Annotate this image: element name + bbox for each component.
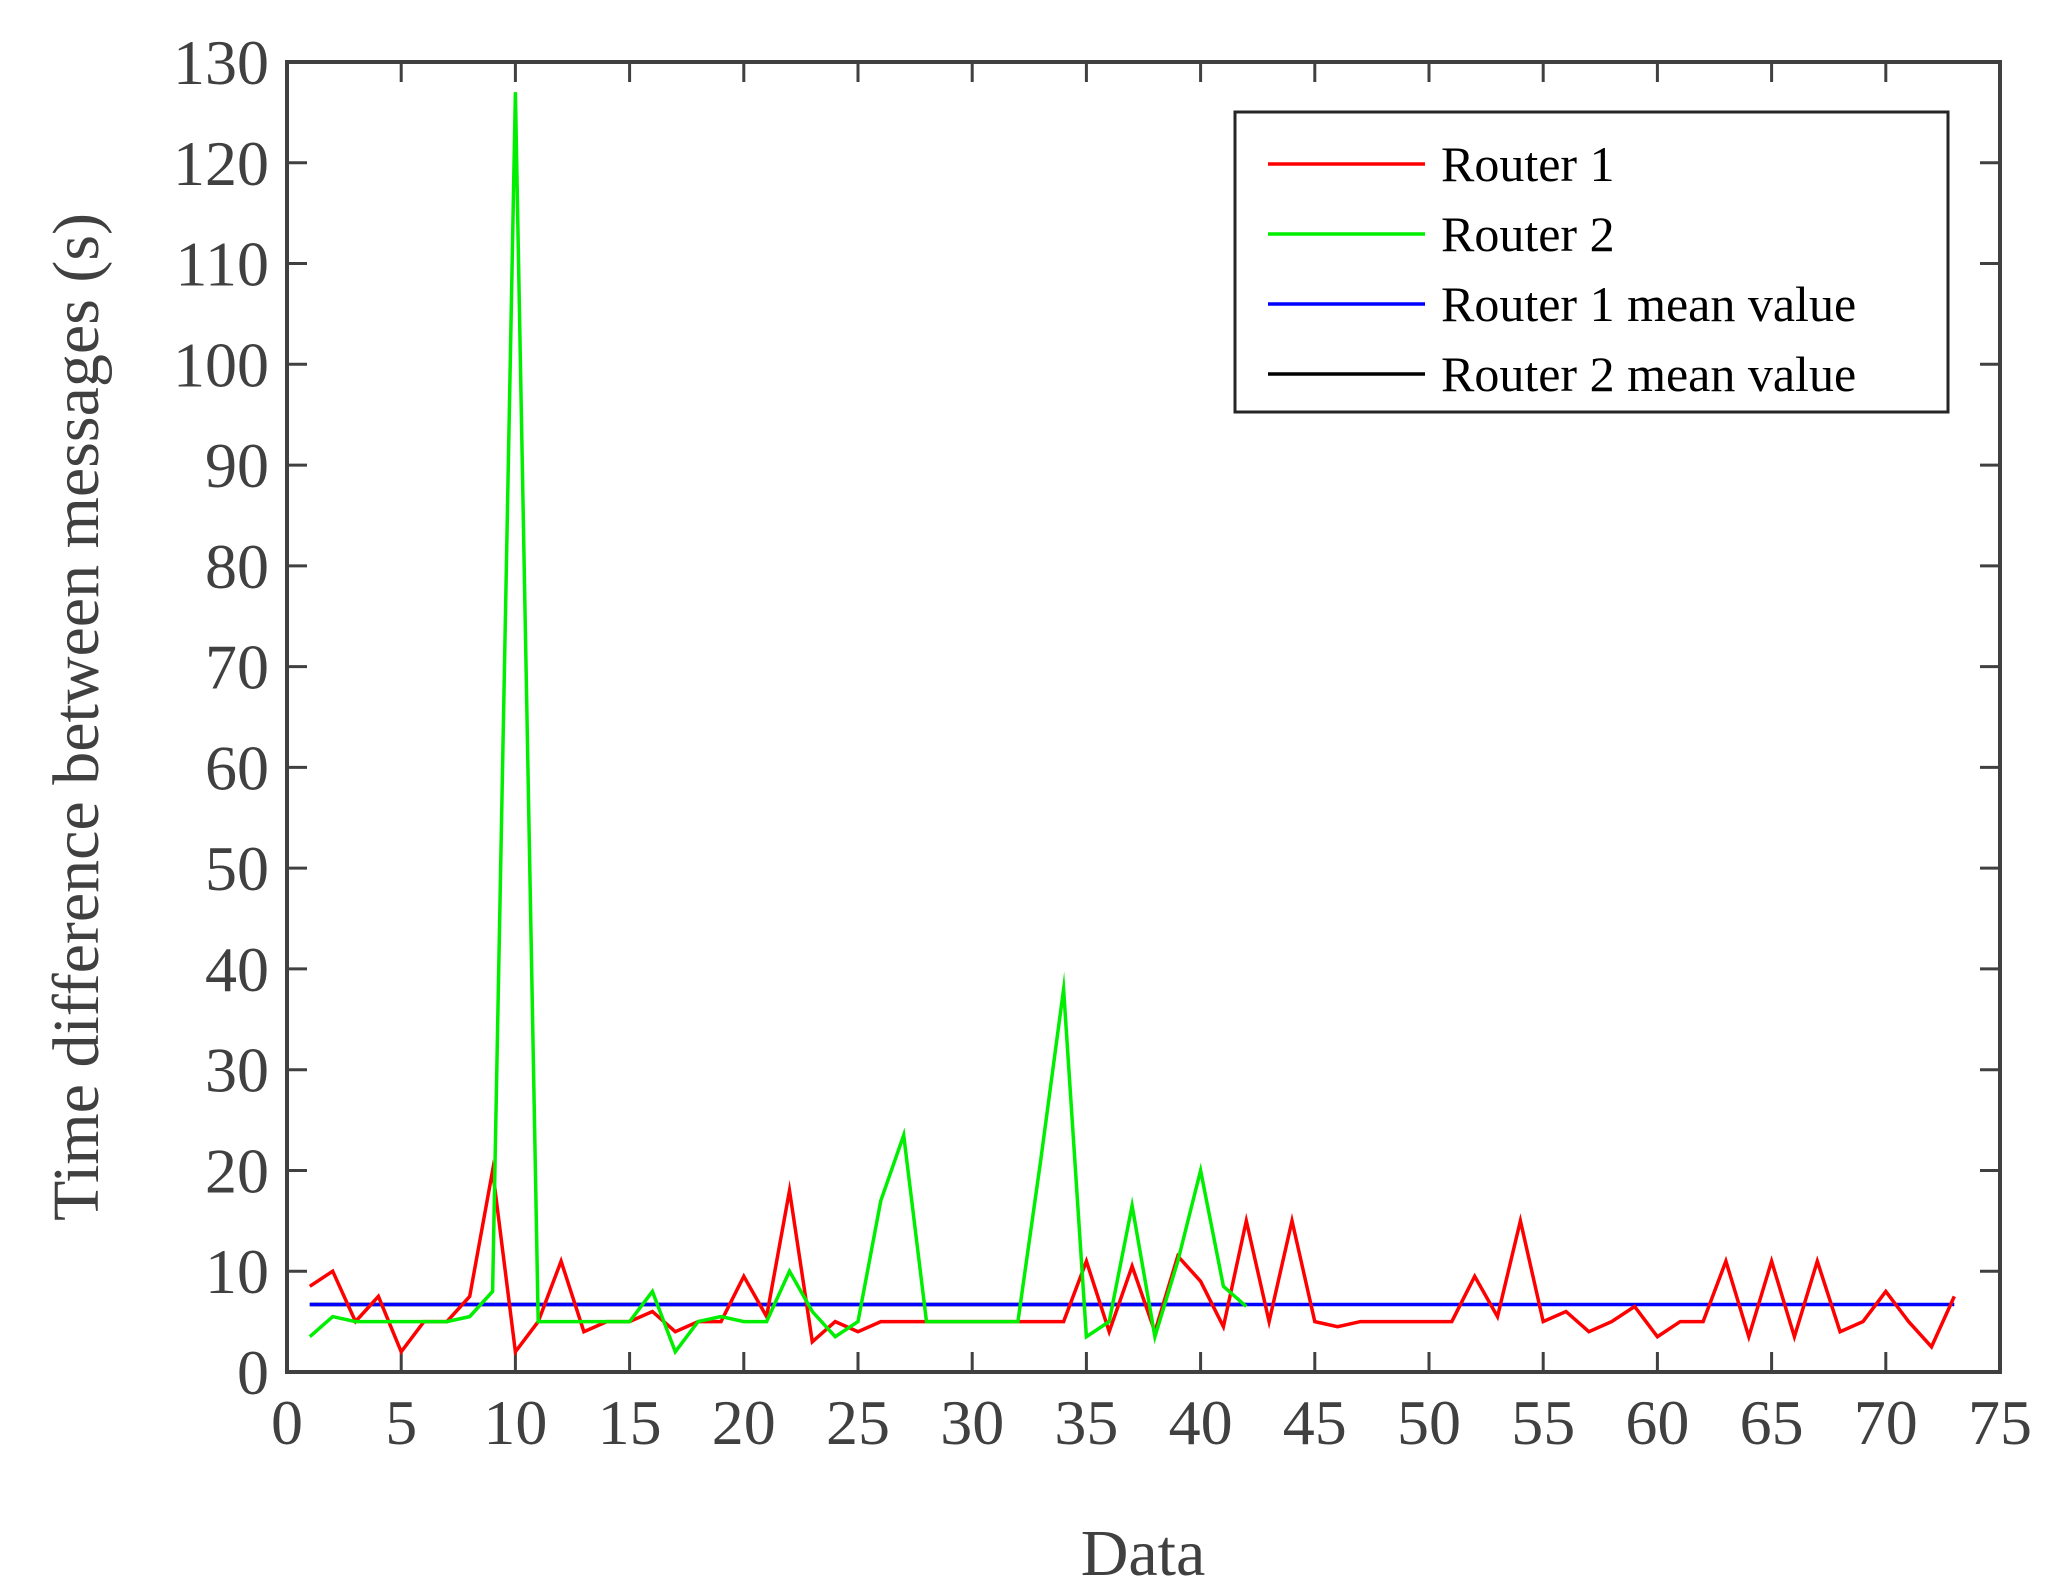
legend-box [1233, 110, 1950, 414]
y-tick-label: 120 [173, 128, 269, 199]
y-tick-label: 30 [205, 1035, 269, 1106]
x-tick-label: 55 [1511, 1387, 1575, 1458]
x-tick-label: 40 [1169, 1387, 1233, 1458]
y-tick-label: 40 [205, 934, 269, 1005]
y-tick-label: 100 [173, 329, 269, 400]
y-tick-label: 70 [205, 632, 269, 703]
series-layer [308, 92, 1956, 1357]
x-tick-label: 60 [1625, 1387, 1689, 1458]
y-tick-label: 10 [205, 1236, 269, 1307]
y-tick-label: 90 [205, 430, 269, 501]
series-line-1 [308, 1158, 1956, 1357]
x-tick-label: 75 [1968, 1387, 2032, 1458]
x-tick-label: 10 [483, 1387, 547, 1458]
x-tick-label: 30 [940, 1387, 1004, 1458]
y-tick-label: 110 [175, 229, 269, 300]
tick-labels: 0 5 10 15 20 25 30 35 40 45 50 55 60 65 70 75 0 10 20 30 40 5… [173, 27, 2032, 1458]
legend-label-1: Router 1 [1441, 136, 1615, 192]
legend: Router 1 Router 2 Router 1 mean value Route… [1233, 110, 1950, 414]
x-axis-label: Data [1081, 1517, 1206, 1590]
x-tick-label: 50 [1397, 1387, 1461, 1458]
plot-frame [285, 60, 2002, 1374]
x-tick-label: 0 [271, 1387, 303, 1458]
y-tick-label: 80 [205, 531, 269, 602]
x-tick-label: 35 [1054, 1387, 1118, 1458]
y-tick-label: 20 [205, 1135, 269, 1206]
y-tick-label: 50 [205, 833, 269, 904]
x-tick-label: 5 [385, 1387, 417, 1458]
y-tick-label: 0 [237, 1337, 269, 1408]
y-tick-label: 60 [205, 732, 269, 803]
x-tick-label: 20 [712, 1387, 776, 1458]
legend-label-2: Router 2 [1441, 206, 1615, 262]
x-tick-label: 45 [1283, 1387, 1347, 1458]
legend-label-3: Router 1 mean value [1441, 276, 1856, 332]
x-tick-label: 25 [826, 1387, 890, 1458]
x-tick-label: 65 [1740, 1387, 1804, 1458]
ticks [285, 60, 2002, 1374]
x-tick-label: 15 [598, 1387, 662, 1458]
series-line-2 [308, 92, 1248, 1356]
y-axis-label: Time difference between messages (s) [40, 213, 113, 1221]
legend-label-4: Router 2 mean value [1441, 346, 1856, 402]
x-tick-label: 70 [1854, 1387, 1918, 1458]
y-tick-label: 130 [173, 27, 269, 98]
